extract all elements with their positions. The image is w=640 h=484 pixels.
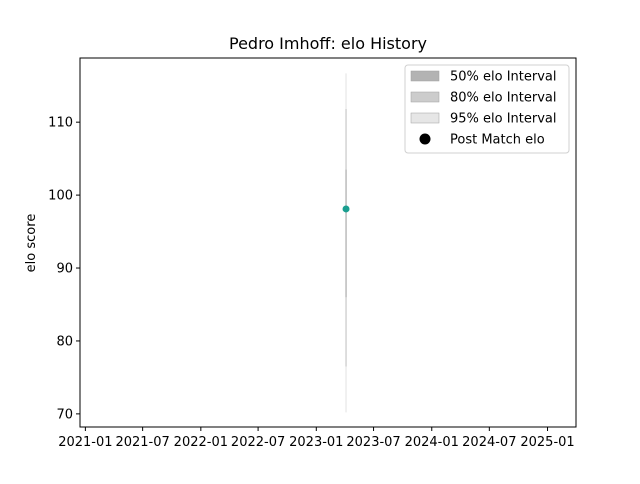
y-tick-label: 100 [48, 189, 73, 204]
legend: 50% elo Interval 80% elo Interval 95% elo … [404, 64, 570, 154]
legend-label: 50% elo Interval [450, 70, 557, 85]
legend-marker [419, 133, 431, 145]
legend-swatch [410, 70, 440, 82]
y-tick-label: 80 [56, 334, 73, 349]
y-axis: 70 80 90 100 110 [48, 116, 80, 422]
legend-swatch [410, 112, 440, 124]
x-tick-label: 2025-01 [520, 435, 574, 450]
x-axis: 2021-01 2021-07 2022-01 2022-07 2023-01 2023-… [58, 427, 575, 450]
y-tick-label: 110 [48, 116, 73, 131]
x-tick-label: 2022-01 [174, 435, 228, 450]
legend-frame [404, 64, 570, 154]
y-tick-label: 70 [56, 407, 73, 422]
post-match-elo-point [342, 205, 350, 213]
x-tick-label: 2024-01 [405, 435, 459, 450]
legend-label: 80% elo Interval [450, 91, 557, 106]
y-axis-label: elo score [24, 214, 39, 273]
x-tick-label: 2023-07 [346, 435, 400, 450]
plot-frame [79, 57, 577, 428]
x-tick-label: 2021-07 [115, 435, 169, 450]
legend-swatch [410, 91, 440, 103]
x-tick-label: 2021-01 [58, 435, 112, 450]
legend-label: 95% elo Interval [450, 112, 557, 127]
x-tick-label: 2022-07 [231, 435, 285, 450]
chart-title: Pedro Imhoff: elo History [229, 34, 427, 53]
legend-label: Post Match elo [450, 133, 545, 148]
y-tick-label: 90 [56, 262, 73, 277]
x-tick-label: 2023-01 [289, 435, 343, 450]
post-match-points [342, 205, 350, 213]
x-tick-label: 2024-07 [462, 435, 516, 450]
